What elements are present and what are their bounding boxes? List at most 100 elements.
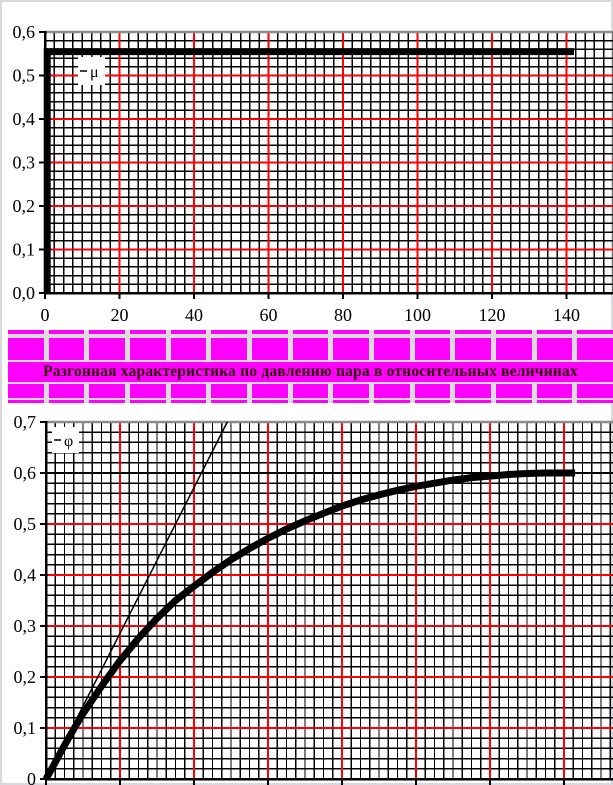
mu-step-chart: μ 0,0 0,1 0,2 0,3 0,4 0,5 0,6 0 20 40 60 80 100 120 140	[0, 0, 613, 330]
banner-cell	[170, 330, 207, 334]
banner-cell	[292, 400, 329, 403]
banner-cell	[496, 384, 532, 398]
svg-text:20: 20	[111, 305, 129, 325]
banner-cell	[333, 384, 370, 398]
banner-cell	[496, 400, 532, 403]
banner-cell	[536, 400, 573, 403]
banner-cell	[89, 330, 126, 334]
banner-cell	[8, 330, 44, 334]
banner-cell	[130, 338, 166, 360]
banner-cell	[455, 330, 492, 334]
banner-cell	[577, 384, 613, 398]
banner-cell	[211, 400, 248, 403]
svg-text:100: 100	[404, 305, 431, 325]
banner-cell	[414, 384, 451, 398]
banner-cell	[414, 400, 451, 403]
svg-text:0,3: 0,3	[13, 153, 36, 173]
banner-title: Разгонная характеристика по давлению пар…	[43, 363, 578, 380]
svg-text:0,6: 0,6	[14, 463, 37, 483]
svg-text:0,4: 0,4	[14, 565, 37, 585]
svg-text:40: 40	[185, 305, 203, 325]
banner-cell	[333, 330, 370, 334]
svg-text:0,6: 0,6	[13, 22, 36, 42]
svg-text:0,5: 0,5	[13, 66, 36, 86]
banner-cell	[414, 338, 451, 360]
banner-cell	[130, 400, 166, 403]
banner-cell	[577, 330, 613, 334]
banner-cell	[292, 384, 329, 398]
banner-cell	[374, 330, 410, 334]
banner-cell	[455, 400, 492, 403]
svg-text:0,3: 0,3	[14, 616, 37, 636]
svg-text:0: 0	[41, 305, 50, 325]
svg-text:120: 120	[479, 305, 506, 325]
banner-cell	[292, 330, 329, 334]
banner-cell-row	[8, 338, 613, 360]
svg-text:0,2: 0,2	[14, 667, 37, 687]
banner-cell	[8, 384, 44, 398]
banner-cell	[374, 338, 410, 360]
banner-cell	[455, 338, 492, 360]
svg-text:0,1: 0,1	[13, 240, 36, 260]
grid-major	[45, 32, 613, 293]
banner-cell	[48, 400, 85, 403]
svg-text:0,4: 0,4	[13, 109, 36, 129]
banner-cell-row	[8, 330, 613, 334]
svg-text:80: 80	[334, 305, 352, 325]
banner-cell	[48, 330, 85, 334]
banner-cell	[333, 400, 370, 403]
banner-cell	[89, 400, 126, 403]
svg-text:0,7: 0,7	[14, 412, 37, 432]
tick-labels: 0,0 0,1 0,2 0,3 0,4 0,5 0,6 0 20 40 60 80 100 120 140	[13, 22, 581, 325]
banner-cell	[577, 400, 613, 403]
banner-cell-row	[8, 400, 613, 403]
banner-title-row: Разгонная характеристика по давлению пар…	[8, 362, 613, 382]
banner-cell	[577, 338, 613, 360]
series	[43, 48, 574, 293]
banner-cell	[48, 384, 85, 398]
banner-cell	[496, 338, 532, 360]
banner-cell	[496, 330, 532, 334]
banner-cell	[252, 400, 288, 403]
banner-cell	[252, 338, 288, 360]
banner-cell	[252, 384, 288, 398]
banner-cell	[170, 384, 207, 398]
tick-labels: 0 0,1 0,2 0,3 0,4 0,5 0,6 0,7	[14, 412, 37, 785]
legend: φ	[52, 427, 79, 453]
banner-cell	[211, 338, 248, 360]
banner-cell	[211, 330, 248, 334]
svg-text:0,1: 0,1	[14, 718, 37, 738]
banner-cell	[89, 338, 126, 360]
banner-cell	[130, 330, 166, 334]
series	[42, 421, 576, 781]
banner-cell	[252, 330, 288, 334]
banner-cell	[170, 400, 207, 403]
svg-text:0,5: 0,5	[14, 514, 37, 534]
svg-text:0: 0	[27, 769, 36, 785]
svg-text:0,0: 0,0	[13, 283, 36, 303]
series-phi	[42, 469, 576, 781]
banner-cell	[8, 400, 44, 403]
legend: μ	[78, 57, 105, 85]
banner-cell	[455, 384, 492, 398]
svg-text:0,2: 0,2	[13, 196, 36, 216]
banner-cell	[374, 400, 410, 403]
title-banner: Разгонная характеристика по давлению пар…	[8, 330, 613, 403]
svg-text:60: 60	[260, 305, 278, 325]
banner-cell	[170, 338, 207, 360]
banner-cell	[536, 330, 573, 334]
banner-cell	[48, 338, 85, 360]
grid-major	[46, 422, 613, 779]
banner-cell	[414, 330, 451, 334]
banner-cell	[89, 384, 126, 398]
banner-cell-row	[8, 384, 613, 398]
phi-response-chart-svg: φ 0 0,1 0,2 0,3 0,4 0,5 0,6 0,7	[14, 412, 613, 785]
banner-cell	[536, 338, 573, 360]
banner-cell	[292, 338, 329, 360]
banner-cell	[333, 338, 370, 360]
banner-cell	[8, 338, 44, 360]
series-initial-slope-tangent	[45, 421, 228, 780]
banner-cell	[130, 384, 166, 398]
legend-label: μ	[90, 64, 99, 81]
